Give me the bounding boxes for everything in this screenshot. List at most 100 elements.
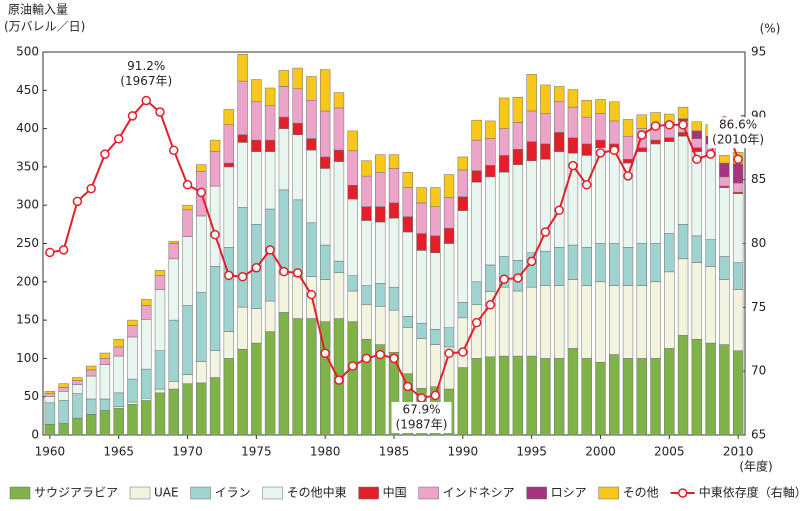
bar-segment	[223, 162, 235, 168]
bar-segment	[581, 285, 592, 359]
bar-segment	[485, 176, 496, 266]
legend-item: ロシア	[526, 486, 587, 500]
bar-segment	[430, 206, 441, 237]
bar-segment	[567, 348, 579, 436]
line-point	[237, 271, 248, 282]
bar-segment	[567, 244, 579, 280]
y-tick-label: 50	[24, 389, 39, 403]
bar-segment	[719, 279, 730, 345]
bar-segment	[127, 325, 138, 338]
bar-segment	[182, 236, 193, 306]
bar-segment	[457, 156, 469, 171]
bar-segment	[732, 182, 744, 193]
y-axis-title: 原油輸入量	[8, 2, 68, 17]
bar-segment	[196, 382, 207, 436]
line-point	[320, 348, 330, 359]
y2-tick-label: 85	[751, 172, 766, 186]
bar-segment	[72, 377, 83, 381]
bar-segment	[44, 396, 56, 404]
bar-segment	[732, 193, 744, 263]
legend-label: その他中東	[287, 485, 347, 500]
bar-segment	[127, 319, 138, 326]
bar-segment	[237, 207, 248, 308]
bar-segment	[168, 240, 179, 244]
bar-segment	[361, 160, 372, 177]
bar-segment	[44, 393, 56, 397]
bar-segment	[457, 169, 469, 198]
bar-segment	[595, 113, 606, 141]
bar-segment	[99, 410, 111, 436]
line-point	[113, 134, 124, 144]
bar-segment	[664, 233, 675, 273]
bar-segment	[99, 398, 111, 411]
bar-segment	[72, 417, 83, 436]
bar-segment	[264, 331, 276, 436]
bar-segment	[154, 275, 166, 290]
line-point	[733, 154, 743, 164]
bar-segment	[168, 243, 179, 260]
bar-segment	[485, 138, 496, 166]
x-tick-label: 1985	[379, 445, 410, 459]
bar-segment	[375, 283, 386, 307]
bar-segment	[402, 327, 413, 374]
bar-segment	[719, 155, 730, 164]
bar-segment	[251, 151, 262, 225]
bar-segment	[278, 312, 290, 436]
line-point	[692, 154, 702, 164]
legend-label: UAE	[154, 486, 179, 500]
y2-axis-title: (%)	[760, 22, 781, 36]
bar-segment	[251, 79, 262, 103]
bar-segment	[347, 275, 358, 292]
y2-tick-label: 80	[751, 236, 766, 250]
bar-segment	[443, 243, 455, 329]
bar-segment	[512, 164, 524, 261]
bar-segment	[636, 285, 647, 359]
line-point	[581, 180, 592, 190]
bar-segment	[512, 122, 524, 150]
bar-segment	[457, 196, 469, 211]
bar-segment	[209, 377, 221, 436]
bar-segment	[168, 381, 179, 390]
bar-segment	[526, 286, 537, 357]
bar-segment	[196, 164, 207, 172]
bar-segment	[319, 244, 331, 280]
bar-segment	[333, 161, 345, 262]
bar-segment	[85, 375, 97, 400]
bar-segment	[113, 407, 124, 436]
bar-segment	[306, 149, 317, 224]
annotation: 91.2%	[127, 59, 165, 73]
legend-label: 中国	[383, 485, 407, 500]
bar-segment	[141, 400, 152, 436]
bar-segment	[58, 400, 69, 424]
line-point	[485, 300, 496, 310]
x-tick-label: 1970	[172, 445, 203, 459]
bar-segment	[691, 235, 703, 263]
bar-segment	[99, 358, 111, 365]
bar-segment	[498, 155, 510, 173]
bar-segment	[168, 388, 179, 436]
bar-segment	[182, 204, 193, 211]
line-point	[86, 183, 96, 194]
bar-segment	[512, 96, 524, 123]
bar-segment	[113, 355, 124, 394]
bar-segment	[498, 286, 510, 357]
bar-segment	[416, 250, 427, 324]
bar-segment	[526, 355, 537, 436]
bar-segment	[526, 141, 537, 162]
bar-segment	[361, 206, 372, 221]
line-point	[444, 348, 454, 359]
line-point	[251, 263, 262, 273]
bar-segment	[44, 391, 56, 394]
bar-segment	[375, 154, 386, 173]
bar-segment	[361, 339, 372, 436]
bar-segment	[127, 404, 138, 436]
bar-segment	[292, 88, 303, 124]
bar-segment	[237, 306, 248, 350]
bar-segment	[705, 342, 716, 436]
bar-segment	[85, 414, 97, 436]
bar-segment	[719, 344, 730, 436]
bar-segment	[664, 137, 675, 142]
annotation: 86.6%	[719, 118, 757, 132]
y-tick-label: 500	[16, 45, 39, 59]
bar-segment	[85, 369, 97, 377]
